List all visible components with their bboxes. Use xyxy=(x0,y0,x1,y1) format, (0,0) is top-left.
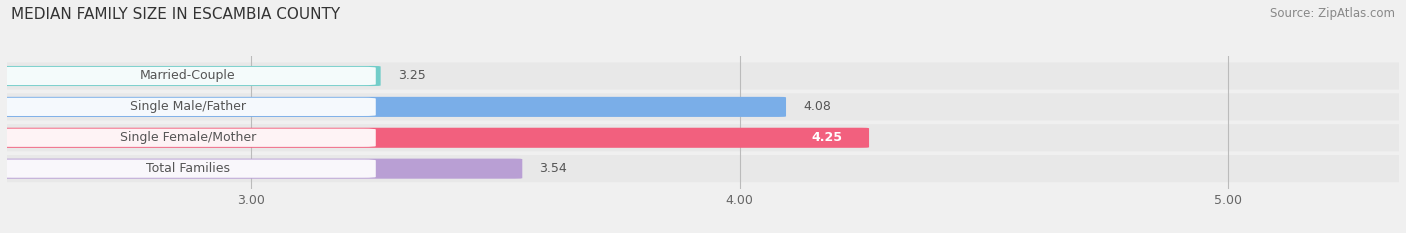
Text: 4.08: 4.08 xyxy=(803,100,831,113)
FancyBboxPatch shape xyxy=(7,155,1399,182)
Text: MEDIAN FAMILY SIZE IN ESCAMBIA COUNTY: MEDIAN FAMILY SIZE IN ESCAMBIA COUNTY xyxy=(11,7,340,22)
FancyBboxPatch shape xyxy=(0,97,786,117)
Text: 3.25: 3.25 xyxy=(398,69,426,82)
Text: Total Families: Total Families xyxy=(146,162,229,175)
Text: Source: ZipAtlas.com: Source: ZipAtlas.com xyxy=(1270,7,1395,20)
Text: 4.25: 4.25 xyxy=(811,131,842,144)
FancyBboxPatch shape xyxy=(0,67,375,85)
FancyBboxPatch shape xyxy=(7,93,1399,120)
FancyBboxPatch shape xyxy=(0,159,522,179)
FancyBboxPatch shape xyxy=(0,98,375,116)
Text: Single Male/Father: Single Male/Father xyxy=(129,100,246,113)
Text: 3.54: 3.54 xyxy=(540,162,567,175)
Text: Married-Couple: Married-Couple xyxy=(141,69,236,82)
Text: Single Female/Mother: Single Female/Mother xyxy=(120,131,256,144)
FancyBboxPatch shape xyxy=(7,124,1399,151)
FancyBboxPatch shape xyxy=(0,160,375,178)
FancyBboxPatch shape xyxy=(0,66,381,86)
FancyBboxPatch shape xyxy=(0,128,869,148)
FancyBboxPatch shape xyxy=(7,62,1399,89)
FancyBboxPatch shape xyxy=(0,129,375,147)
